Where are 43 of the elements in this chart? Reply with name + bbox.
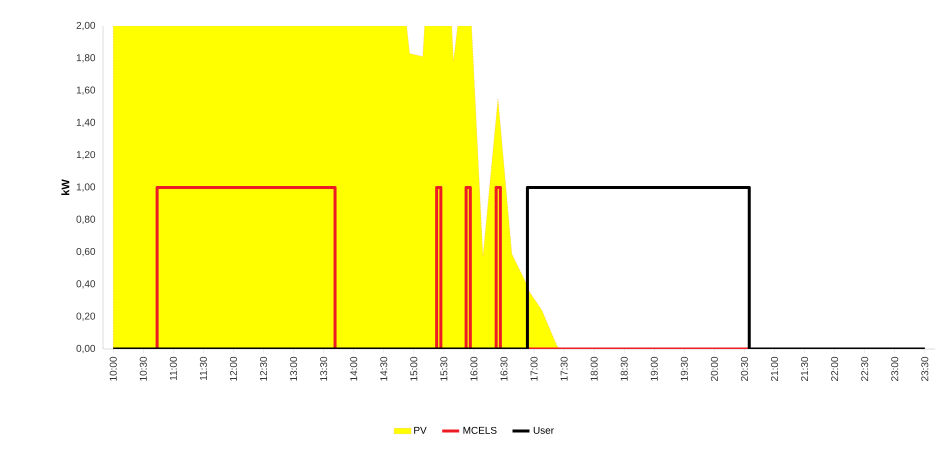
x-tick-label: 17:00 <box>530 356 538 381</box>
x-tick-label: 18:30 <box>620 356 628 381</box>
x-tick-label: 13:00 <box>290 356 298 381</box>
x-tick-label: 19:00 <box>650 356 658 381</box>
y-tick-label: 2,00 <box>76 22 96 30</box>
x-tick-label: 14:00 <box>350 356 358 381</box>
x-tick-label: 22:30 <box>861 356 868 381</box>
y-tick-label: 1,80 <box>76 54 96 62</box>
y-tick-label: 0,40 <box>76 280 96 289</box>
x-tick-label: 23:00 <box>891 356 898 381</box>
legend-label: PV <box>414 426 427 434</box>
x-tick-label: 21:00 <box>770 356 778 381</box>
x-tick-label: 23:30 <box>921 356 928 381</box>
x-tick-label: 18:00 <box>590 356 598 381</box>
x-tick-label: 19:30 <box>680 356 688 381</box>
y-tick-label: 0,80 <box>76 216 96 224</box>
x-tick-label: 17:30 <box>560 356 568 381</box>
y-tick-label: 1,60 <box>76 86 96 95</box>
x-tick-label: 14:30 <box>380 356 388 381</box>
y-tick-label: 1,00 <box>76 183 96 192</box>
y-tick-label: 0,00 <box>76 344 96 354</box>
x-tick-label: 21:30 <box>801 356 808 381</box>
x-tick-label: 20:30 <box>740 356 748 381</box>
y-tick-label: 0,20 <box>76 312 96 321</box>
y-tick-label: 0,60 <box>76 248 96 256</box>
x-tick-label: 15:00 <box>410 356 418 381</box>
x-tick-label: 11:30 <box>200 356 207 380</box>
y-tick-label: 1,40 <box>76 118 96 128</box>
x-tick-label: 13:30 <box>320 356 328 381</box>
x-tick-label: 11:00 <box>170 356 177 380</box>
x-tick-label: 16:00 <box>470 356 478 381</box>
x-tick-label: 16:30 <box>500 356 508 381</box>
legend-label: MCELS <box>463 426 497 434</box>
x-tick-label: 10:00 <box>110 356 117 381</box>
x-tick-label: 10:30 <box>140 356 147 381</box>
x-tick-label: 22:00 <box>831 356 838 381</box>
legend-label: User <box>534 426 554 434</box>
x-tick-label: 12:30 <box>260 356 268 381</box>
x-tick-label: 20:00 <box>710 356 718 381</box>
y-tick-label: 1,20 <box>76 151 96 160</box>
x-tick-label: 15:30 <box>440 356 448 381</box>
x-tick-label: 12:00 <box>230 356 237 381</box>
y-axis-title: kW <box>61 179 70 195</box>
